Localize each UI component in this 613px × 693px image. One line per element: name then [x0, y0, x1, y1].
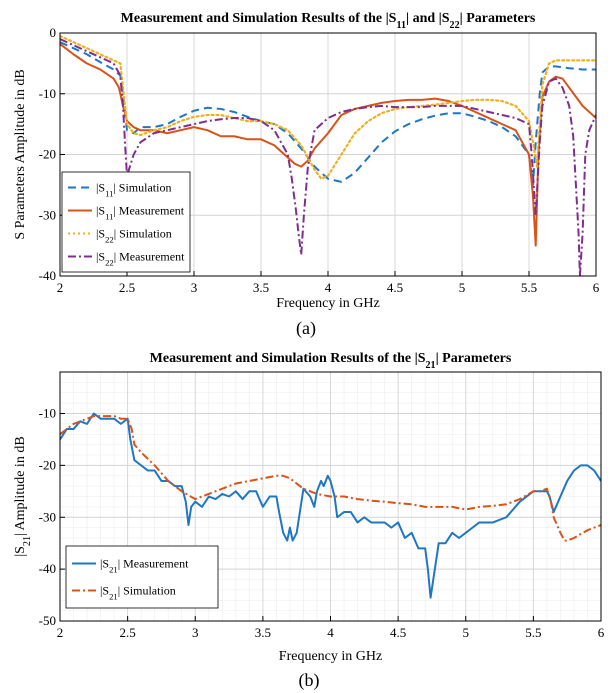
- legend-label-1-pre: |S: [100, 584, 109, 598]
- legend: |S11| Simulation|S11| Measurement|S22| S…: [61, 171, 191, 273]
- legend-label-3-sub: 22: [105, 258, 114, 268]
- legend-label-1: |S21| Simulation: [100, 584, 176, 602]
- chart-a: 2 2.5 3 3.5 4 4.5 5 5.5 6 0 -10 -20 -30 -40 Measuremen…: [13, 11, 600, 311]
- legend-box: [61, 171, 191, 273]
- y-axis-label: |S21| Amplitude in dB: [13, 436, 33, 556]
- series-line-1: [60, 43, 596, 247]
- y-tick-label: -20: [39, 147, 56, 162]
- y-axis-label: S Parameters Amplitude in dB: [13, 69, 28, 239]
- series-line-0: [60, 412, 601, 599]
- y-axis-label-part: 21: [22, 536, 33, 546]
- legend-label-3-pre: |S: [96, 250, 105, 264]
- chart-title-part: | Parameters: [436, 351, 512, 366]
- legend-label-3: |S22| Measurement: [96, 250, 185, 268]
- legend-label-0-pre: |S: [100, 557, 109, 571]
- x-tick-label: 6: [598, 625, 605, 640]
- x-tick-label: 5.5: [525, 625, 541, 640]
- chart-title-part: | and |S: [406, 11, 450, 26]
- x-tick-label: 4.5: [390, 625, 406, 640]
- caption-b: (b): [299, 670, 320, 691]
- y-tick-label: -20: [39, 457, 56, 472]
- x-tick-label: 2.5: [120, 625, 136, 640]
- legend-label-3-post: | Measurement: [114, 250, 185, 264]
- legend-box: [65, 545, 219, 609]
- caption-a: (a): [296, 318, 316, 339]
- legend-label-1-pre: |S: [96, 204, 105, 218]
- y-axis-label-part: | Amplitude in dB: [13, 436, 28, 536]
- x-tick-label: 2.5: [119, 280, 135, 295]
- legend-label-0-sub: 21: [109, 565, 118, 575]
- y-tick-label: -30: [39, 509, 56, 524]
- legend-label-2-post: | Simulation: [114, 227, 172, 241]
- series-line-1: [60, 415, 601, 542]
- chart-title-part: 22: [450, 20, 460, 31]
- y-tick-label: -40: [39, 268, 56, 283]
- x-tick-label: 5.5: [521, 280, 537, 295]
- legend-label-2: |S22| Simulation: [96, 227, 172, 245]
- x-axis-label: Frequency in GHz: [276, 296, 379, 311]
- x-tick-label: 3: [191, 280, 198, 295]
- y-tick-label: -10: [39, 86, 56, 101]
- chart-title-part: 11: [396, 20, 406, 31]
- y-tick-label: -30: [39, 207, 56, 222]
- x-tick-label: 2: [57, 280, 64, 295]
- y-tick-label: -40: [39, 561, 56, 576]
- chart-title-part: Measurement and Simulation Results of th…: [150, 351, 426, 366]
- x-tick-label: 4.5: [387, 280, 403, 295]
- x-tick-label: 3: [192, 625, 199, 640]
- series-line-2: [60, 34, 596, 180]
- legend-label-2-pre: |S: [96, 227, 105, 241]
- legend-label-1-post: | Simulation: [118, 584, 176, 598]
- series-line-3: [60, 38, 596, 276]
- legend-label-0-pre: |S: [96, 181, 105, 195]
- y-tick-label: 0: [50, 25, 57, 40]
- y-tick-label: -10: [39, 406, 56, 421]
- x-axis-label: Frequency in GHz: [279, 649, 382, 664]
- x-tick-label: 4: [327, 625, 334, 640]
- chart-title-part: | Parameters: [460, 11, 536, 26]
- y-axis-label-part: |S: [13, 546, 28, 557]
- chart-title-part: Measurement and Simulation Results of th…: [121, 11, 397, 26]
- chart-title-part: 21: [426, 360, 436, 371]
- legend-label-0: |S21| Measurement: [100, 557, 189, 575]
- legend-label-1-sub: 11: [105, 212, 113, 222]
- legend: |S21| Measurement|S21| Simulation: [65, 545, 219, 609]
- chart-title: Measurement and Simulation Results of th…: [121, 11, 536, 31]
- legend-label-1: |S11| Measurement: [96, 204, 185, 222]
- legend-label-1-post: | Measurement: [113, 204, 184, 218]
- legend-label-1-sub: 21: [109, 592, 118, 602]
- x-tick-label: 3.5: [253, 280, 269, 295]
- x-tick-label: 4: [325, 280, 332, 295]
- legend-label-0-post: | Simulation: [113, 181, 171, 195]
- x-tick-label: 5: [463, 625, 470, 640]
- legend-label-0-post: | Measurement: [118, 557, 189, 571]
- x-tick-label: 2: [57, 625, 64, 640]
- legend-label-0: |S11| Simulation: [96, 181, 171, 199]
- legend-label-0-sub: 11: [105, 189, 113, 199]
- x-tick-label: 5: [459, 280, 466, 295]
- legend-label-2-sub: 22: [105, 235, 114, 245]
- chart-b: 2 2.5 3 3.5 4 4.5 5 5.5 6 -10 -20 -30 -40 -50 Measurem…: [13, 351, 605, 664]
- y-tick-label: -50: [39, 613, 56, 628]
- x-tick-label: 6: [593, 280, 600, 295]
- chart-title: Measurement and Simulation Results of th…: [150, 351, 512, 371]
- x-tick-label: 3.5: [255, 625, 271, 640]
